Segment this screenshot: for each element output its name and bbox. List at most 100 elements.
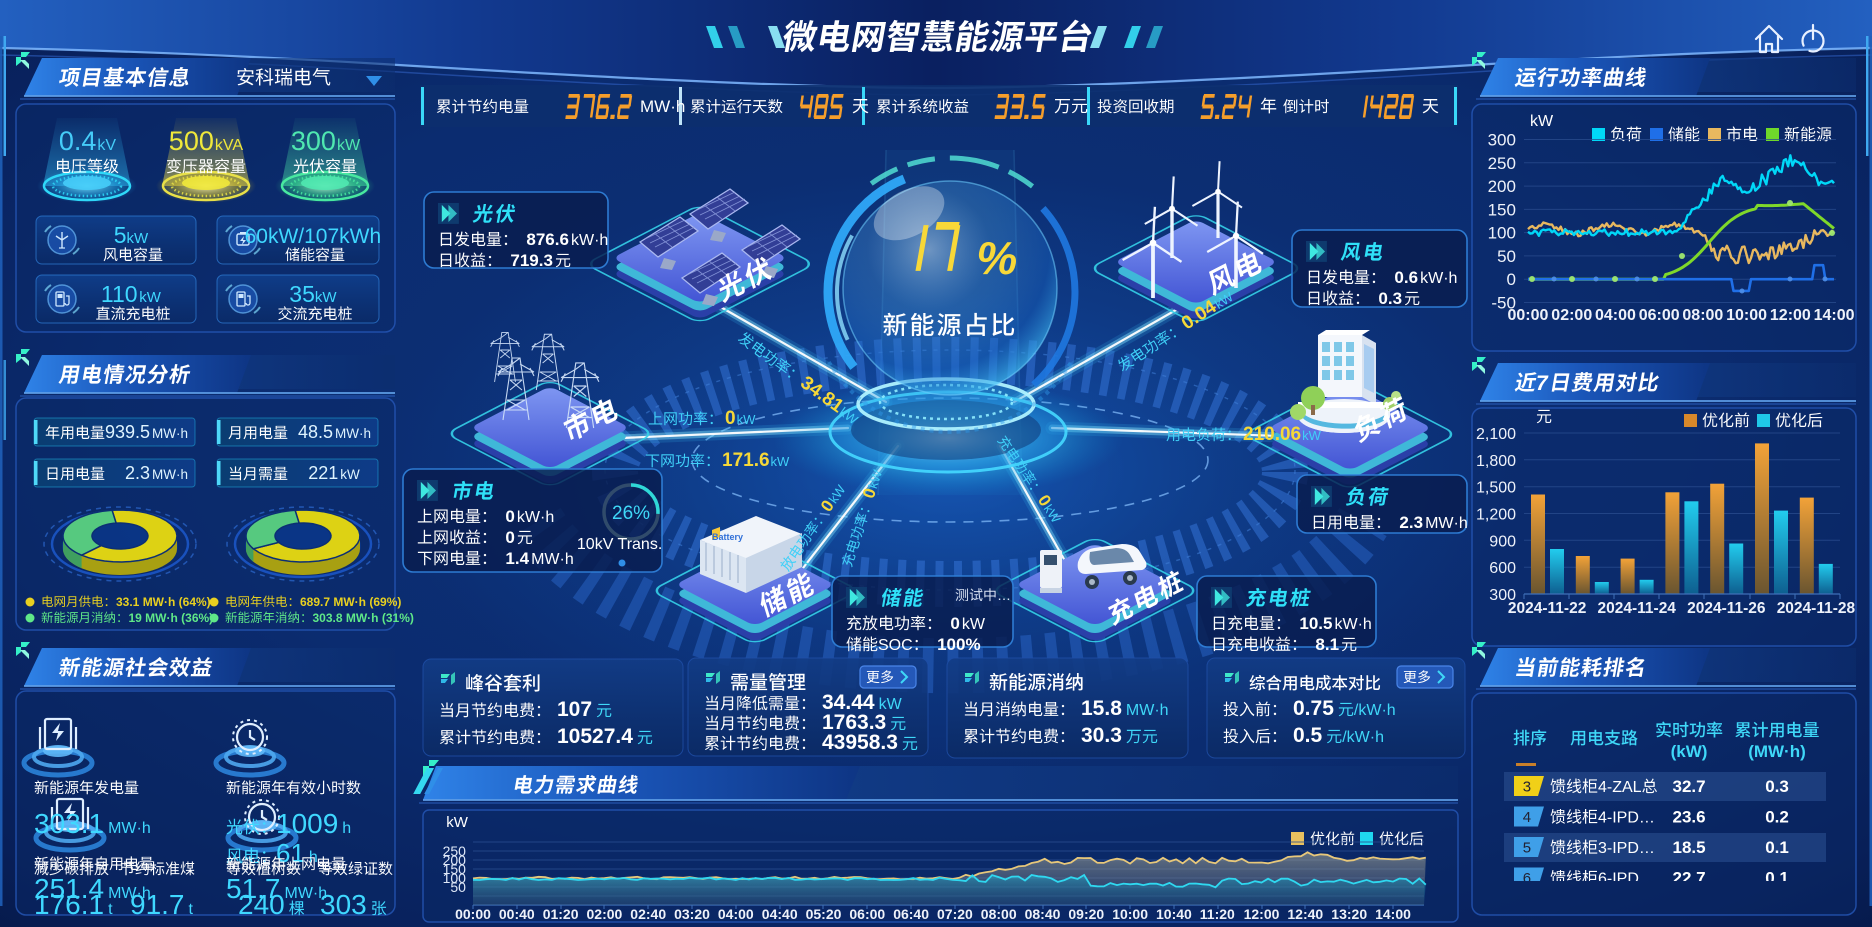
- svg-text:900: 900: [1489, 533, 1516, 550]
- svg-text:100: 100: [443, 870, 467, 886]
- svg-text:32.7: 32.7: [1673, 777, 1706, 796]
- svg-text:176.1: 176.1: [34, 889, 104, 920]
- svg-text:MW·h: MW·h: [152, 426, 188, 441]
- svg-text:2,100: 2,100: [1476, 426, 1516, 443]
- svg-text:50: 50: [450, 879, 466, 895]
- svg-text:4-ZAL: 4-ZAL: [1598, 779, 1642, 796]
- svg-text:1763.3: 1763.3: [822, 711, 886, 734]
- svg-text:107: 107: [557, 698, 592, 721]
- svg-text:02:00: 02:00: [1551, 307, 1592, 324]
- svg-text:303: 303: [320, 889, 367, 920]
- svg-text:10kV Trans.: 10kV Trans.: [577, 536, 662, 553]
- svg-text:300: 300: [1489, 587, 1516, 604]
- svg-text:0.3: 0.3: [1378, 289, 1402, 308]
- svg-text:Battery: Battery: [712, 532, 743, 542]
- svg-text:MW·h: MW·h: [285, 885, 328, 902]
- svg-text:07:20: 07:20: [937, 906, 973, 922]
- svg-text:0.3: 0.3: [1765, 777, 1789, 796]
- svg-text:100%: 100%: [937, 635, 980, 654]
- svg-text:689.7 MW·h (69%): 689.7 MW·h (69%): [300, 595, 401, 609]
- svg-text:t: t: [189, 901, 194, 918]
- svg-text:0: 0: [505, 528, 514, 547]
- svg-text:0.75: 0.75: [1293, 697, 1334, 720]
- svg-text:kW: kW: [1302, 428, 1322, 443]
- svg-text:14:00: 14:00: [1814, 307, 1855, 324]
- svg-text:kW: kW: [337, 137, 361, 154]
- svg-text:1,200: 1,200: [1476, 507, 1516, 524]
- svg-text:34.44: 34.44: [822, 691, 875, 714]
- svg-text:kW: kW: [879, 696, 903, 713]
- svg-text:15.8: 15.8: [1081, 697, 1122, 720]
- svg-text:719.3: 719.3: [510, 251, 553, 270]
- svg-text:/kW·h: /kW·h: [1354, 702, 1396, 719]
- svg-text:5: 5: [114, 222, 127, 248]
- svg-text:08:40: 08:40: [1025, 906, 1061, 922]
- svg-text:6-IPD: 6-IPD: [1598, 871, 1639, 888]
- svg-text:11:20: 11:20: [1200, 906, 1235, 922]
- svg-text:1,800: 1,800: [1476, 453, 1516, 470]
- svg-text:02:40: 02:40: [630, 906, 666, 922]
- svg-text:h: h: [342, 820, 351, 837]
- svg-text:kW: kW: [315, 289, 338, 306]
- svg-text:kW·h: kW·h: [571, 232, 608, 249]
- svg-text:kW: kW: [737, 412, 757, 427]
- svg-text:02:00: 02:00: [587, 906, 623, 922]
- svg-text:3-IPD…: 3-IPD…: [1598, 840, 1655, 857]
- svg-text:0.6: 0.6: [1394, 268, 1418, 287]
- svg-text:06:40: 06:40: [893, 906, 929, 922]
- svg-text:300: 300: [1488, 131, 1516, 150]
- svg-text:06:00: 06:00: [849, 906, 885, 922]
- svg-text:10527.4: 10527.4: [557, 725, 633, 748]
- svg-text:2.3: 2.3: [125, 463, 150, 483]
- svg-text:04:00: 04:00: [718, 906, 754, 922]
- svg-text:250: 250: [1488, 154, 1516, 173]
- svg-text:kW: kW: [446, 814, 469, 831]
- svg-text:13:20: 13:20: [1331, 906, 1367, 922]
- svg-text:MW·h: MW·h: [1425, 515, 1468, 532]
- svg-text:MW·h: MW·h: [108, 885, 151, 902]
- svg-text:MW·h: MW·h: [1126, 702, 1169, 719]
- svg-text:876.6: 876.6: [526, 230, 569, 249]
- svg-text:kW: kW: [340, 467, 360, 482]
- svg-text:kW·h: kW·h: [517, 509, 554, 526]
- svg-text:3: 3: [1523, 779, 1531, 796]
- svg-text:(MW·h): (MW·h): [1748, 742, 1806, 761]
- svg-text:251.4: 251.4: [34, 873, 104, 904]
- svg-text:0: 0: [1507, 270, 1516, 289]
- svg-text:200: 200: [1488, 177, 1516, 196]
- svg-text:150: 150: [1488, 200, 1516, 219]
- svg-text:18.5: 18.5: [1673, 838, 1706, 857]
- svg-text:14:00: 14:00: [1375, 906, 1411, 922]
- svg-text:22.7: 22.7: [1673, 869, 1706, 888]
- svg-text:110: 110: [101, 281, 138, 307]
- svg-text:12:00: 12:00: [1770, 307, 1811, 324]
- svg-text:1009: 1009: [276, 808, 338, 839]
- svg-text:48.5: 48.5: [298, 422, 333, 442]
- svg-text:0: 0: [505, 507, 514, 526]
- svg-text:kW: kW: [865, 467, 885, 490]
- svg-text:MW·h: MW·h: [335, 426, 371, 441]
- svg-text:43958.3: 43958.3: [822, 731, 898, 754]
- svg-text:4-IPD…: 4-IPD…: [1598, 810, 1655, 827]
- svg-text:0: 0: [950, 614, 959, 633]
- svg-text:300: 300: [291, 126, 336, 156]
- svg-text:kW: kW: [127, 230, 150, 247]
- svg-text:8.1: 8.1: [1315, 635, 1339, 654]
- svg-text:03:20: 03:20: [674, 906, 710, 922]
- svg-text:7: 7: [1536, 372, 1549, 395]
- svg-text:10:00: 10:00: [1112, 906, 1148, 922]
- svg-text:91.7: 91.7: [130, 889, 185, 920]
- svg-text:2024-11-28: 2024-11-28: [1777, 600, 1856, 617]
- svg-text:19 MW·h (36%): 19 MW·h (36%): [129, 611, 214, 625]
- svg-text:10:40: 10:40: [1156, 906, 1192, 922]
- svg-text:303.1: 303.1: [34, 808, 104, 839]
- svg-text:4: 4: [1523, 809, 1531, 826]
- svg-text:kW: kW: [962, 616, 986, 633]
- svg-text:51.7: 51.7: [226, 873, 281, 904]
- svg-text:0.2: 0.2: [1765, 808, 1789, 827]
- svg-text:23.6: 23.6: [1673, 808, 1706, 827]
- svg-text:1.4: 1.4: [505, 549, 529, 568]
- svg-text:600: 600: [1489, 560, 1516, 577]
- svg-text:(kW): (kW): [1671, 742, 1708, 761]
- svg-text:kW: kW: [771, 454, 791, 469]
